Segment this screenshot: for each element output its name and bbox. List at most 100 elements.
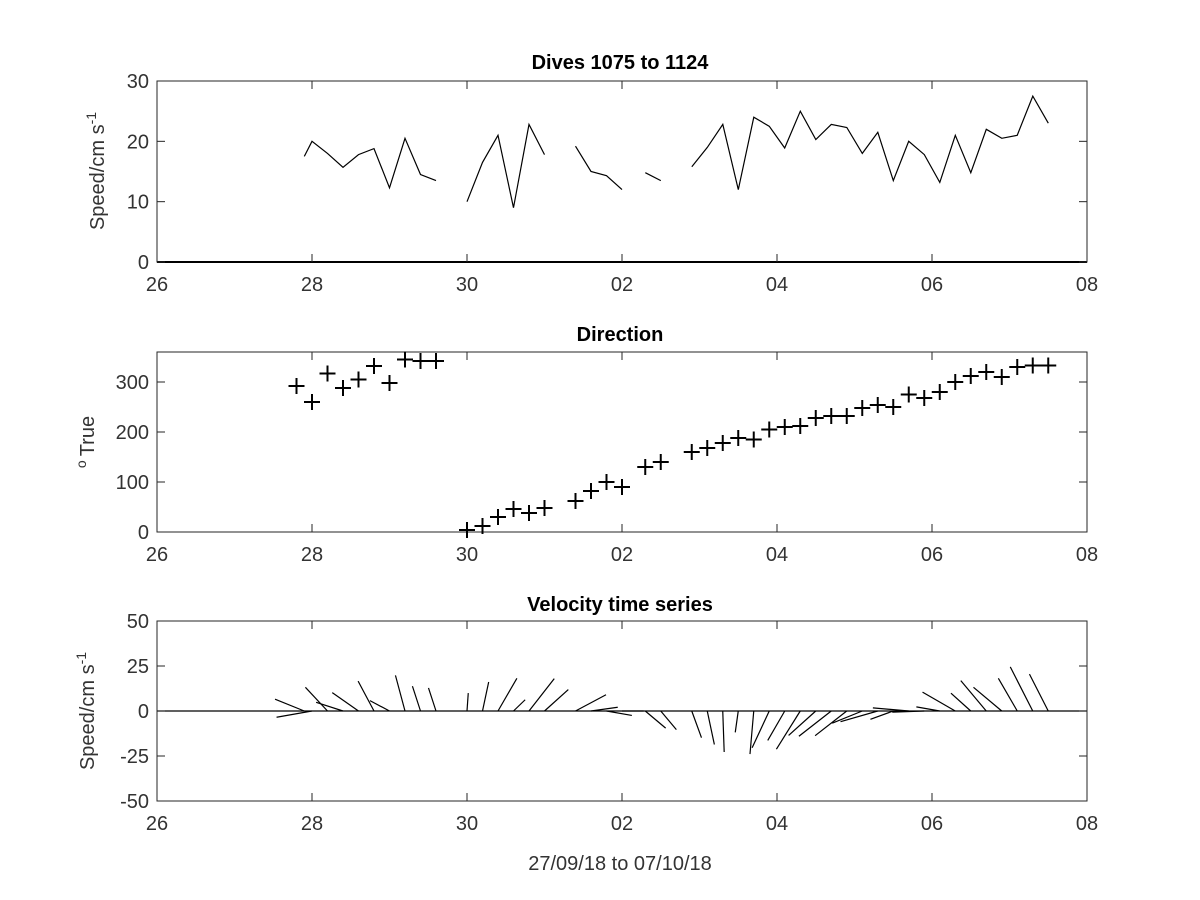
speed-ytick-label: 30 (127, 71, 149, 93)
direction-marker (1009, 359, 1026, 375)
direction-marker (761, 421, 778, 438)
speed-xtick-label: 08 (1076, 274, 1098, 296)
velocity-stick (775, 710, 801, 750)
speed-xtick-label: 30 (456, 274, 478, 296)
direction-marker (412, 353, 429, 369)
velocity-stick (922, 691, 956, 712)
speed-ylabel-text: Speed/cm s (87, 124, 109, 230)
velocity-series (274, 666, 1049, 755)
direction-xtick-label: 08 (1076, 544, 1098, 566)
direction-marker (288, 378, 305, 394)
velocity-ylabel-text: Speed/cm s (77, 664, 99, 770)
velocity-stick (331, 692, 359, 712)
velocity-stick (528, 678, 555, 712)
speed-panel-title: Dives 1075 to 1124 (532, 52, 710, 74)
speed-line-segment (303, 136, 437, 190)
velocity-stick (870, 710, 894, 720)
direction-marker (583, 483, 599, 499)
direction-plot-frame (156, 351, 1088, 533)
velocity-axis-ticks: 26 28 30 02 04 06 08 -50 -25 0 25 50 (120, 611, 1098, 835)
velocity-stick (916, 706, 940, 712)
direction-marker (776, 419, 793, 435)
direction-marker (350, 371, 367, 388)
speed-ylabel-sup: -1 (83, 112, 99, 125)
direction-marker (854, 400, 871, 416)
direction-ylabel-text: True (77, 416, 99, 456)
direction-marker (319, 365, 336, 382)
speed-ytick-label: 0 (138, 252, 149, 274)
direction-marker (978, 364, 995, 380)
velocity-stick (767, 710, 786, 741)
direction-axis-ticks: 26 28 30 02 04 06 08 0 100 200 300 (116, 352, 1098, 566)
direction-marker (916, 390, 933, 406)
velocity-stick (274, 698, 305, 712)
velocity-xtick-label: 02 (611, 813, 633, 835)
velocity-stick (660, 710, 677, 731)
direction-marker (993, 369, 1010, 385)
direction-marker (614, 479, 630, 495)
direction-marker (567, 493, 584, 509)
velocity-stick (749, 710, 755, 755)
velocity-stick (315, 701, 344, 712)
direction-marker (521, 505, 537, 521)
direction-ytick-label: 100 (116, 472, 149, 494)
velocity-stick (466, 693, 469, 712)
direction-xtick-label: 28 (301, 544, 323, 566)
velocity-panel-title: Velocity time series (527, 594, 713, 616)
speed-ytick-label: 10 (127, 192, 149, 214)
velocity-stick (590, 706, 618, 712)
velocity-stick (481, 681, 490, 712)
velocity-xtick-label: 04 (766, 813, 788, 835)
velocity-stick (751, 710, 770, 748)
direction-panel-title: Direction (577, 324, 664, 346)
direction-marker (869, 397, 886, 413)
velocity-xlabel: 27/09/18 to 07/10/18 (528, 853, 712, 875)
speed-xtick-label: 06 (921, 274, 943, 296)
speed-line-segment (691, 94, 1049, 190)
direction-panel: Direction 26 28 30 02 04 06 08 0 100 200 300 o True (73, 324, 1098, 566)
velocity-stick (840, 710, 878, 723)
velocity-stick (1009, 666, 1034, 712)
direction-marker (900, 386, 917, 403)
velocity-xtick-label: 26 (146, 813, 168, 835)
velocity-stick (973, 686, 1003, 712)
direction-ylabel: o True (73, 416, 99, 468)
direction-ylabel-prefix: o (73, 460, 89, 468)
direction-xtick-label: 26 (146, 544, 168, 566)
speed-xtick-label: 04 (766, 274, 788, 296)
velocity-stick (734, 710, 739, 733)
velocity-xtick-label: 28 (301, 813, 323, 835)
direction-marker (598, 474, 615, 490)
velocity-stick (575, 694, 607, 712)
direction-ytick-label: 300 (116, 372, 149, 394)
direction-marker (947, 374, 964, 390)
direction-marker (838, 408, 855, 424)
velocity-stick (960, 680, 987, 712)
speed-line-segment (645, 172, 662, 182)
direction-marker (730, 430, 747, 446)
velocity-stick (369, 700, 390, 712)
velocity-stick (798, 710, 832, 737)
velocity-stick (831, 710, 863, 724)
velocity-stick (644, 710, 667, 729)
direction-marker (1024, 357, 1041, 374)
velocity-stick (706, 710, 715, 745)
direction-marker (699, 440, 716, 456)
direction-marker (683, 444, 700, 460)
direction-marker (823, 408, 840, 424)
speed-ylabel: Speed/cm s-1 (83, 112, 109, 230)
velocity-stick (691, 710, 703, 738)
velocity-stick (276, 710, 313, 718)
direction-marker (962, 368, 979, 384)
direction-marker (335, 380, 351, 396)
velocity-stick (394, 675, 406, 712)
velocity-stick (544, 689, 569, 712)
direction-marker (505, 501, 522, 517)
direction-marker (745, 431, 762, 448)
direction-marker (490, 509, 506, 525)
direction-marker (931, 384, 948, 400)
direction-xtick-label: 30 (456, 544, 478, 566)
direction-marker (304, 394, 320, 410)
velocity-stick (1028, 673, 1049, 712)
